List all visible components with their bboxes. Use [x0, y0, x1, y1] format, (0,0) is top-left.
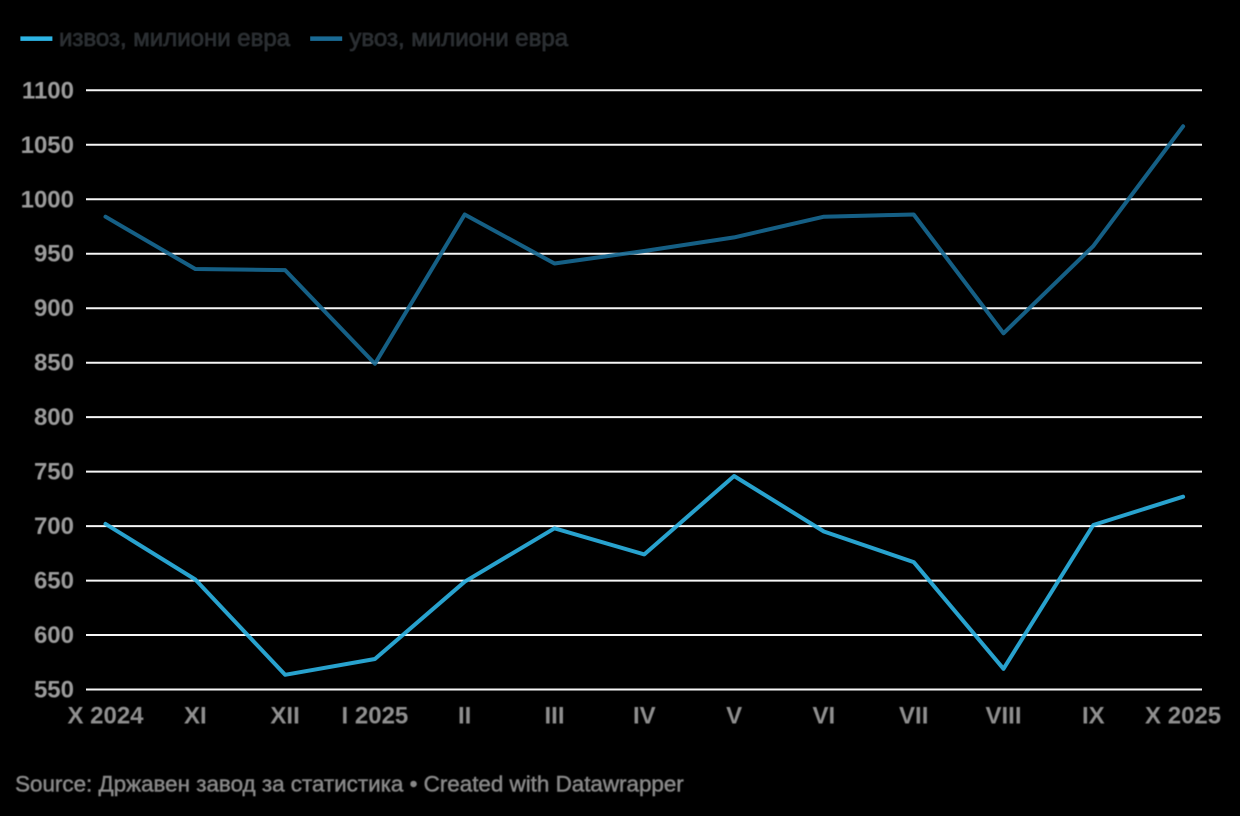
svg-text:II: II — [458, 703, 471, 730]
svg-text:III: III — [544, 703, 564, 730]
svg-text:увоз, милиони евра: увоз, милиони евра — [349, 25, 568, 52]
svg-text:1100: 1100 — [22, 77, 74, 104]
svg-text:1000: 1000 — [21, 186, 74, 213]
svg-text:VII: VII — [899, 703, 928, 730]
svg-text:700: 700 — [34, 513, 74, 540]
svg-text:IX: IX — [1082, 703, 1105, 730]
svg-text:950: 950 — [34, 241, 74, 268]
svg-text:IV: IV — [633, 703, 656, 730]
svg-text:Source: Државен завод за стати: Source: Државен завод за статистика • Cr… — [15, 772, 684, 797]
svg-text:I 2025: I 2025 — [342, 703, 409, 730]
svg-text:850: 850 — [34, 350, 74, 377]
svg-text:900: 900 — [34, 295, 74, 322]
svg-text:XI: XI — [184, 703, 207, 730]
svg-text:750: 750 — [34, 459, 74, 486]
svg-text:650: 650 — [34, 568, 74, 595]
svg-text:X 2025: X 2025 — [1145, 703, 1221, 730]
svg-text:XII: XII — [270, 703, 299, 730]
svg-text:извоз, милиони евра: извоз, милиони евра — [59, 25, 291, 52]
svg-text:V: V — [726, 703, 742, 730]
svg-text:VIII: VIII — [985, 703, 1021, 730]
svg-text:800: 800 — [34, 404, 74, 431]
svg-text:600: 600 — [34, 622, 74, 649]
svg-text:VI: VI — [813, 703, 836, 730]
svg-text:550: 550 — [34, 677, 74, 704]
svg-text:1050: 1050 — [21, 132, 74, 159]
svg-text:X 2024: X 2024 — [67, 703, 144, 730]
